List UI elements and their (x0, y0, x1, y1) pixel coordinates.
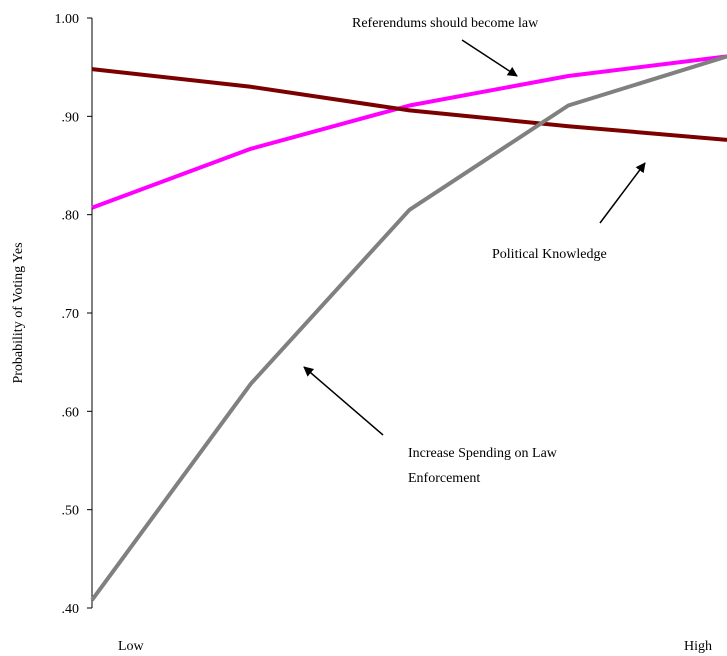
annotation-referendums: Referendums should become law (352, 16, 539, 31)
y-tick-label: .90 (62, 110, 80, 125)
series-line-referendums (91, 54, 727, 210)
y-tick-label: .40 (62, 602, 80, 617)
y-ticks: 1.00 .90 .80 .70 .60 .50 .40 (55, 12, 92, 617)
series-line-law-enforcement (90, 54, 727, 602)
arrow-political-knowledge (599, 162, 646, 224)
y-tick-label: 1.00 (55, 12, 80, 27)
y-tick-label: .60 (62, 405, 80, 420)
arrow-law-enforcement (303, 366, 384, 436)
annotation-political-knowledge: Political Knowledge (492, 247, 607, 262)
y-tick-label: .80 (62, 209, 80, 224)
series-line-political-knowledge (91, 67, 727, 142)
series-lines (90, 54, 727, 602)
x-tick-label-high: High (684, 639, 712, 654)
annotations: Referendums should become law Political … (303, 16, 646, 486)
x-tick-label-low: Low (118, 639, 145, 654)
arrow-referendums (461, 39, 518, 77)
y-tick-label: .70 (62, 307, 80, 322)
y-axis-label: Probability of Voting Yes (11, 242, 26, 383)
annotation-law-enforcement: Increase Spending on Law Enforcement (408, 446, 560, 486)
y-tick-label: .50 (62, 504, 80, 519)
